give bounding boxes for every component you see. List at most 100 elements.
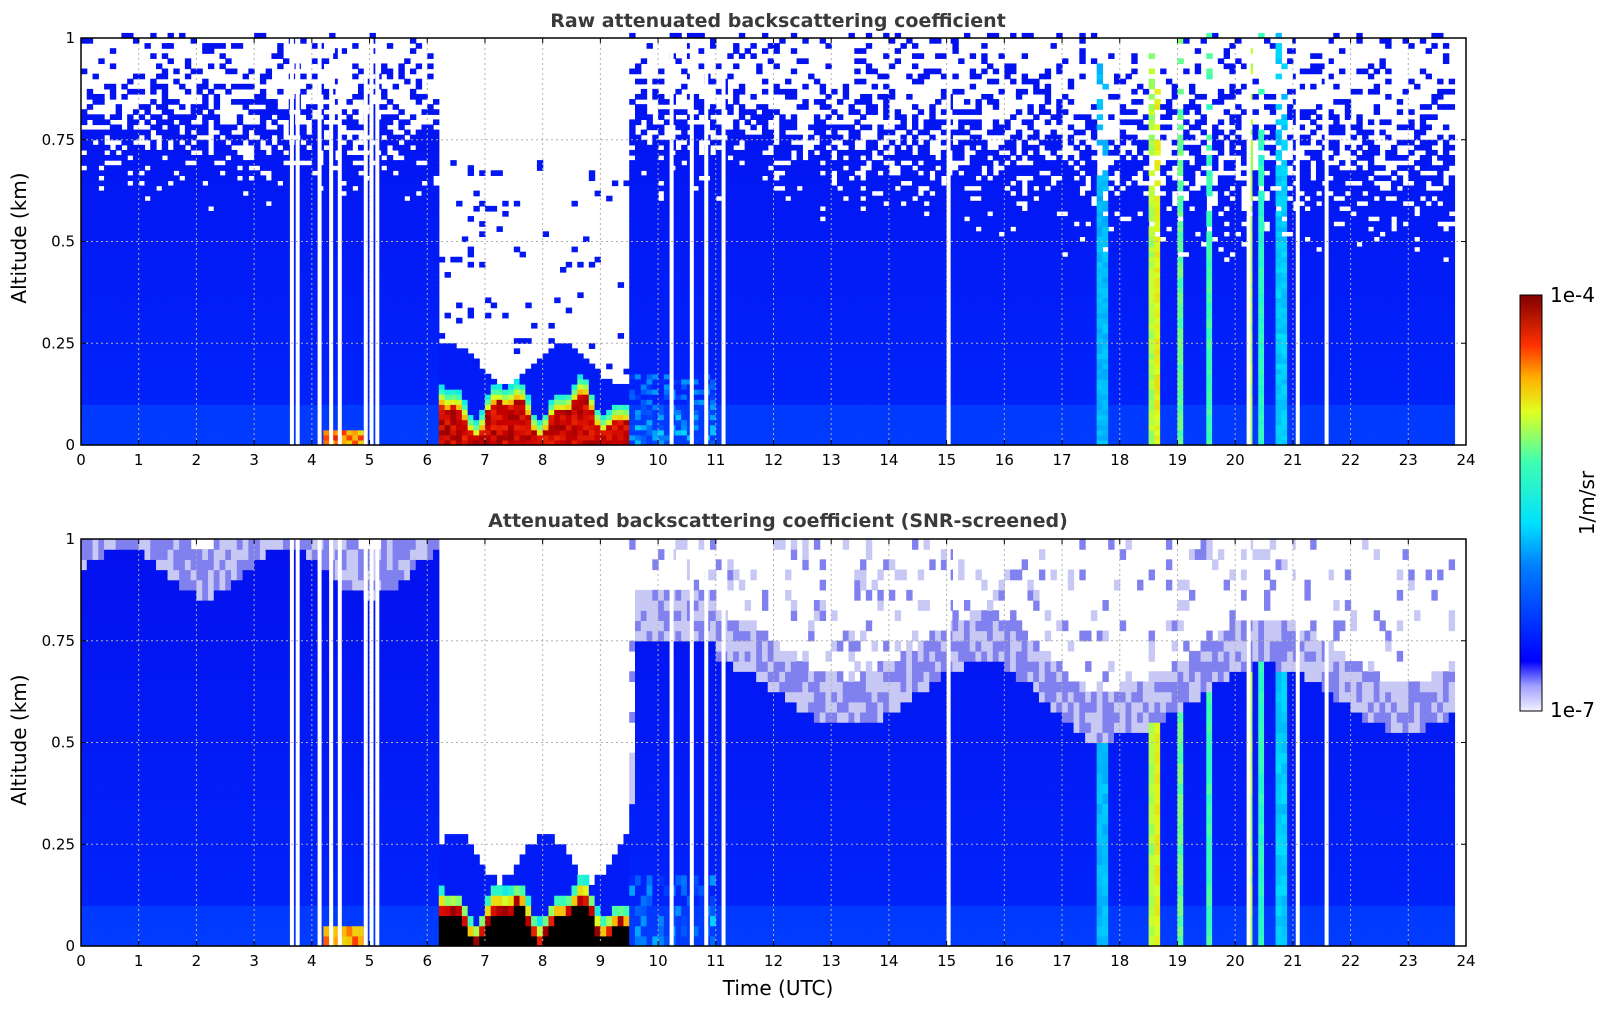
heatmap-cell [81, 221, 88, 227]
heatmap-cell [415, 394, 423, 400]
heatmap-cell [190, 261, 198, 268]
heatmap-cell [231, 439, 238, 446]
heatmap-cell [323, 424, 330, 431]
heatmap-cell [98, 434, 105, 441]
heatmap-cell [86, 317, 94, 324]
heatmap-cell [190, 175, 198, 182]
heatmap-cell [652, 419, 659, 426]
heatmap-cell [311, 195, 319, 202]
heatmap-cell [484, 389, 492, 395]
heatmap-cell [242, 297, 249, 304]
heatmap-cell [248, 363, 255, 370]
heatmap-cell [404, 226, 411, 232]
heatmap-cell [184, 88, 192, 95]
heatmap-cell [179, 378, 186, 385]
heatmap-cell [277, 297, 284, 304]
heatmap-cell [104, 129, 111, 136]
heatmap-cell [190, 236, 198, 243]
heatmap-cell [554, 419, 561, 426]
heatmap-cell [92, 317, 99, 324]
heatmap-cell [421, 205, 428, 212]
heatmap-cell [652, 302, 659, 309]
heatmap-cell [277, 200, 284, 207]
heatmap-cell [392, 307, 399, 314]
heatmap-cell [323, 343, 330, 349]
heatmap-cell [479, 170, 486, 176]
heatmap-cell [254, 343, 261, 349]
heatmap-cell [386, 185, 394, 192]
heatmap-cell [392, 205, 399, 212]
heatmap-cell [127, 246, 134, 253]
heatmap-cell [571, 383, 578, 390]
heatmap-cell [190, 383, 198, 390]
heatmap-cell [300, 338, 307, 344]
heatmap-cell [254, 226, 261, 232]
heatmap-cell [115, 185, 122, 192]
heatmap-cell [109, 134, 117, 141]
heatmap-cell [652, 333, 659, 339]
heatmap-cell [352, 221, 359, 227]
heatmap-cell [236, 99, 244, 105]
heatmap-cell [150, 32, 157, 39]
heatmap-cell [646, 144, 653, 151]
heatmap-cell [144, 272, 151, 278]
heatmap-cell [427, 109, 434, 115]
heatmap-cell [519, 399, 526, 405]
heatmap-cell [450, 363, 457, 370]
heatmap-cell [421, 93, 428, 100]
heatmap-cell [242, 256, 249, 263]
heatmap-cell [300, 378, 307, 385]
heatmap-cell [98, 205, 105, 212]
heatmap-cell [236, 195, 244, 202]
heatmap-cell [409, 439, 417, 446]
heatmap-cell [658, 266, 665, 273]
heatmap-cell [594, 190, 601, 197]
heatmap-cell [352, 175, 359, 182]
heatmap-cell [606, 383, 613, 390]
heatmap-cell [161, 333, 169, 339]
heatmap-cell [542, 383, 550, 390]
heatmap-cell [444, 389, 451, 395]
heatmap-cell [606, 419, 613, 426]
heatmap-cell [156, 231, 163, 238]
heatmap-cell [461, 404, 469, 410]
heatmap-cell [577, 439, 584, 446]
heatmap-cell [427, 307, 434, 314]
heatmap-cell [109, 266, 117, 273]
heatmap-cell [138, 221, 146, 227]
heatmap-cell [86, 277, 94, 283]
heatmap-cell [127, 165, 134, 171]
heatmap-cell [173, 419, 180, 426]
heatmap-cell [404, 338, 411, 344]
heatmap-cell [202, 200, 209, 207]
heatmap-cell [519, 419, 526, 426]
heatmap-cell [265, 195, 273, 202]
heatmap-cell [190, 185, 198, 192]
heatmap-cell [392, 434, 399, 441]
heatmap-cell [306, 185, 313, 192]
heatmap-cell [640, 292, 648, 299]
heatmap-cell [104, 343, 111, 349]
heatmap-cell [207, 394, 215, 400]
heatmap-cell [617, 383, 625, 390]
heatmap-cell [127, 32, 134, 39]
heatmap-cell [104, 277, 111, 283]
heatmap-cell [583, 414, 590, 421]
heatmap-cell [433, 409, 440, 416]
heatmap-cell [132, 277, 140, 283]
heatmap-cell [404, 389, 411, 395]
heatmap-cell [202, 149, 209, 156]
heatmap-cell [156, 241, 163, 248]
heatmap-cell [404, 129, 411, 136]
heatmap-cell [92, 241, 99, 248]
heatmap-cell [415, 378, 423, 385]
heatmap-cell [300, 231, 307, 238]
heatmap-cell [271, 414, 278, 421]
heatmap-cell [242, 429, 249, 436]
heatmap-cell [386, 119, 394, 126]
heatmap-cell [381, 185, 388, 192]
heatmap-cell [196, 272, 203, 278]
heatmap-cell [629, 134, 636, 141]
heatmap-cell [196, 231, 203, 238]
heatmap-cell [386, 129, 394, 136]
